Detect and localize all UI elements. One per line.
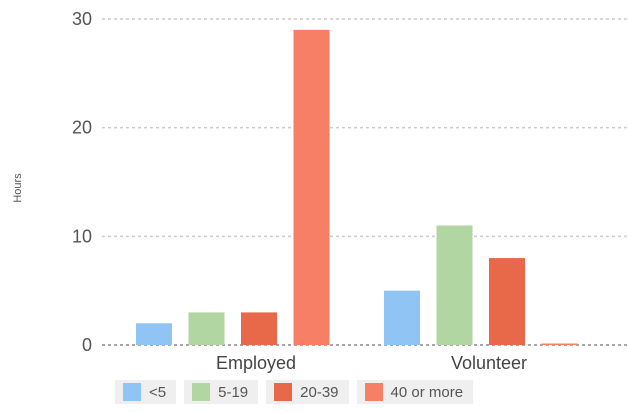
category-label: Volunteer [451,353,527,373]
bar[interactable] [384,290,420,345]
legend-swatch [274,383,293,401]
legend-item[interactable]: 5-19 [184,380,259,404]
y-tick-label: 20 [72,118,92,138]
bar[interactable] [241,312,277,345]
bar[interactable] [293,29,330,345]
legend-label: 5-19 [218,383,249,401]
legend-label: <5 [149,383,167,401]
legend-item[interactable]: 40 or more [356,380,474,404]
bar[interactable] [188,312,225,345]
bar[interactable] [436,225,473,345]
y-tick-label: 10 [72,226,92,246]
legend-item[interactable]: 20-39 [266,380,349,404]
bar[interactable] [136,323,172,345]
legend-label: 40 or more [390,383,464,401]
bar[interactable] [541,343,578,346]
gridlines [102,18,628,346]
legend-swatch [123,383,141,401]
legend-swatch [364,383,383,401]
legend: <5 5-19 20-39 40 or more [115,380,474,404]
bars [136,29,578,346]
y-tick-label: 0 [82,335,92,355]
category-label: Employed [216,353,296,373]
legend-label: 20-39 [300,383,339,401]
bar[interactable] [489,258,525,345]
category-labels: Employed Volunteer [216,353,527,373]
legend-swatch [192,383,211,401]
y-tick-label: 30 [72,9,92,29]
y-tick-labels: 0 10 20 30 [72,9,92,355]
legend-item[interactable]: <5 [115,380,177,404]
y-axis-label: Hours [12,173,24,203]
